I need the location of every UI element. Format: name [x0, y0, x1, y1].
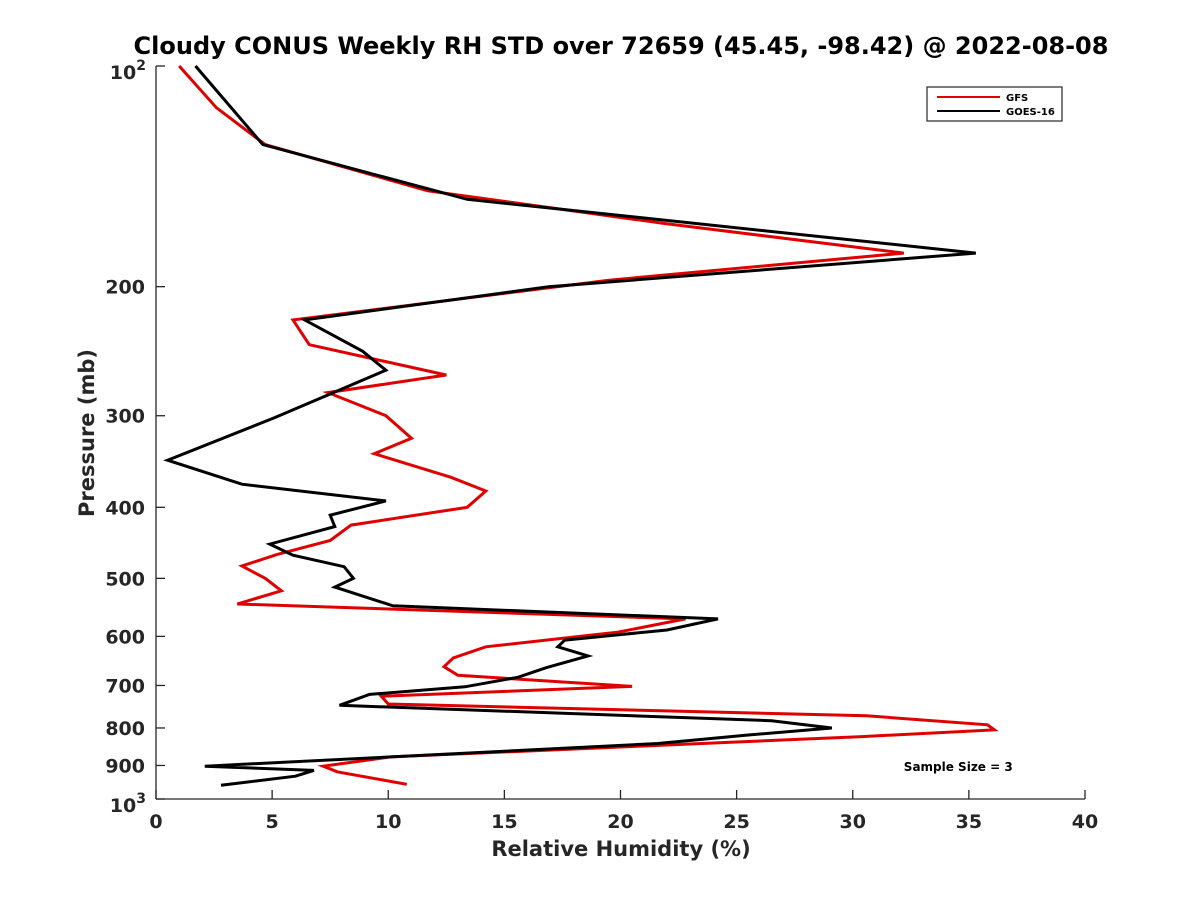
y-tick-label: 200: [105, 277, 145, 299]
y-tick-label: 102: [110, 58, 146, 84]
y-tick-label: 400: [105, 497, 145, 519]
series-layer: [163, 65, 999, 787]
x-tick-label: 20: [607, 811, 633, 833]
y-axis-ticks: 102 200 300 400 500 600 700 800 900 103: [105, 58, 165, 817]
x-tick-label: 40: [1072, 811, 1098, 833]
sample-size-annotation: Sample Size = 3: [904, 760, 1013, 774]
legend-label-gfs: GFS: [1006, 93, 1028, 104]
x-tick-label: 30: [840, 811, 866, 833]
y-tick-label: 900: [105, 755, 145, 777]
x-tick-label: 35: [956, 811, 982, 833]
x-tick-label: 0: [149, 811, 162, 833]
x-axis-label: Relative Humidity (%): [491, 837, 750, 861]
x-axis-ticks: 0 5 10 15 20 25 30 35 40: [149, 790, 1098, 833]
x-tick-label: 25: [723, 811, 749, 833]
legend-label-goes16: GOES-16: [1006, 107, 1055, 118]
x-tick-label: 15: [491, 811, 517, 833]
x-tick-label: 10: [375, 811, 401, 833]
y-tick-label: 600: [105, 626, 145, 648]
axes-frame: [155, 66, 1085, 800]
y-tick-label: 700: [105, 675, 145, 697]
series-line-goes16: [163, 65, 976, 787]
y-axis-label: Pressure (mb): [75, 349, 99, 517]
legend: GFS GOES-16: [926, 86, 1063, 122]
x-tick-label: 5: [266, 811, 279, 833]
y-tick-label: 300: [105, 406, 145, 428]
y-tick-label: 800: [105, 718, 145, 740]
axes: [156, 66, 1085, 799]
legend-box: [926, 86, 1063, 122]
y-tick-label: 103: [110, 791, 146, 817]
chart-title: Cloudy CONUS Weekly RH STD over 72659 (4…: [134, 32, 1109, 60]
y-tick-label: 500: [105, 568, 145, 590]
plot-area: [156, 66, 1085, 799]
